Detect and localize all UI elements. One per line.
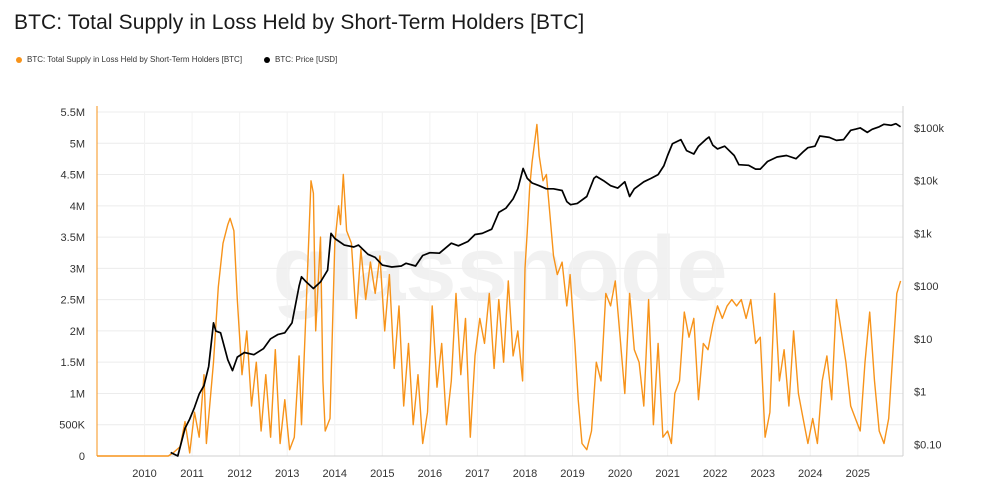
y-left-tick-label: 1.5M bbox=[61, 357, 85, 369]
x-tick-label: 2019 bbox=[560, 468, 584, 480]
legend-marker-supply bbox=[16, 56, 22, 63]
y-right-tick-label: $100k bbox=[914, 123, 944, 135]
legend-label-price: BTC: Price [USD] bbox=[275, 55, 338, 64]
x-tick-label: 2018 bbox=[513, 468, 537, 480]
axes: 0 500K 1M 1.5M 2M 2.5M 3M 3.5M 4M 4.5M 5M 5.5M $0.10… bbox=[59, 106, 944, 480]
y-left-tick-label: 3.5M bbox=[61, 232, 85, 244]
legend-item-price[interactable]: BTC: Price [USD] bbox=[264, 55, 337, 64]
x-tick-label: 2020 bbox=[608, 468, 632, 480]
x-tick-label: 2015 bbox=[370, 468, 394, 480]
x-tick-label: 2010 bbox=[132, 468, 156, 480]
y-left-tick-label: 1M bbox=[70, 388, 85, 400]
series-group bbox=[97, 122, 902, 457]
y-left-tick-label: 5.5M bbox=[61, 107, 85, 119]
y-left-tick-label: 4M bbox=[70, 201, 85, 213]
y-right-tick-label: $100 bbox=[914, 281, 938, 293]
x-tick-label: 2017 bbox=[465, 468, 489, 480]
legend-label-supply: BTC: Total Supply in Loss Held by Short-… bbox=[27, 55, 243, 64]
x-tick-label: 2021 bbox=[655, 468, 679, 480]
y-left-tick-label: 3M bbox=[70, 263, 85, 275]
chart-title: BTC: Total Supply in Loss Held by Short-… bbox=[14, 11, 585, 34]
watermark: glassnode bbox=[272, 218, 727, 320]
x-tick-label: 2014 bbox=[323, 468, 347, 480]
x-tick-label: 2025 bbox=[846, 468, 870, 480]
x-tick-label: 2022 bbox=[703, 468, 727, 480]
y-left-tick-label: 5M bbox=[70, 138, 85, 150]
y-left-tick-label: 500K bbox=[59, 420, 85, 432]
series-price-line bbox=[170, 122, 902, 457]
x-tick-label: 2024 bbox=[798, 468, 822, 480]
y-right-tick-label: $10 bbox=[914, 334, 932, 346]
y-right-tick-label: $1k bbox=[914, 228, 932, 240]
chart-legend: BTC: Total Supply in Loss Held by Short-… bbox=[16, 55, 337, 64]
x-tick-label: 2023 bbox=[750, 468, 774, 480]
y-left-tick-label: 4.5M bbox=[61, 170, 85, 182]
x-tick-label: 2013 bbox=[275, 468, 299, 480]
x-tick-label: 2012 bbox=[227, 468, 251, 480]
grid-lines bbox=[97, 111, 903, 457]
y-right-tick-label: $0.10 bbox=[914, 439, 942, 451]
y-left-tick-label: 2M bbox=[70, 326, 85, 338]
y-left-tick-label: 0 bbox=[79, 451, 85, 463]
y-right-tick-label: $10k bbox=[914, 176, 938, 188]
y-right-tick-label: $1 bbox=[914, 387, 926, 399]
legend-marker-price bbox=[264, 56, 271, 63]
y-left-tick-label: 2.5M bbox=[61, 295, 85, 307]
series-supply-in-loss-line bbox=[97, 123, 902, 457]
legend-item-supply[interactable]: BTC: Total Supply in Loss Held by Short-… bbox=[16, 55, 242, 64]
x-tick-label: 2011 bbox=[180, 468, 204, 480]
x-tick-label: 2016 bbox=[418, 468, 442, 480]
